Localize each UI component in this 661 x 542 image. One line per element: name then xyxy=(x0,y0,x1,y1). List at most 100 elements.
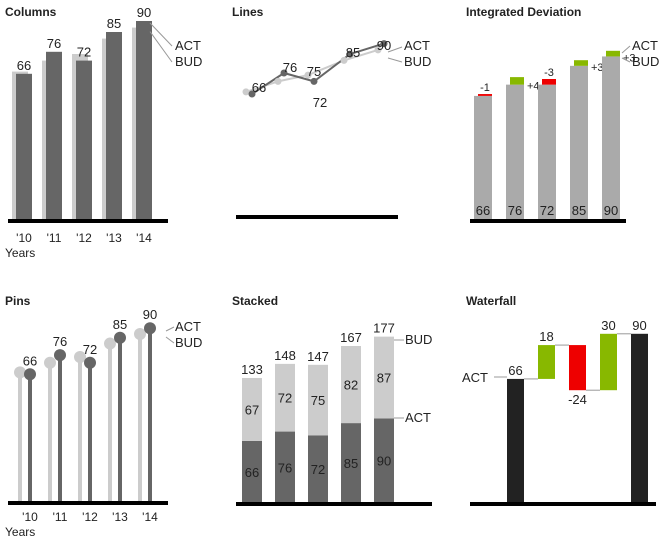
pins-legend-act: ACT xyxy=(175,319,201,334)
stacked-act-label: 90 xyxy=(377,454,391,469)
integrated-deviation-bar xyxy=(538,84,556,220)
pins-act-stem xyxy=(28,374,32,501)
stacked-act-label: 85 xyxy=(344,456,358,471)
columns-act-bar xyxy=(106,32,122,219)
stacked-act-segment xyxy=(308,435,328,503)
columns-tick-label: '12 xyxy=(76,231,92,245)
waterfall-title: Waterfall xyxy=(466,294,516,308)
columns-act-bar xyxy=(136,21,152,219)
pins-legend-leader xyxy=(165,326,175,332)
pins-bud-head xyxy=(74,351,86,363)
integrated-deviation-delta-label: -1 xyxy=(480,82,490,94)
stacked-bud-label: 82 xyxy=(344,378,358,393)
lines-value-label: 72 xyxy=(313,95,327,110)
pins-tick-label: '11 xyxy=(53,510,68,524)
stacked-total-label: 147 xyxy=(307,349,329,364)
stacked-act-label: 72 xyxy=(311,462,325,477)
columns-value-label: 72 xyxy=(77,45,91,60)
columns-legend-leader xyxy=(149,31,173,63)
stacked-bud-segment xyxy=(341,346,361,424)
columns-tick-label: '11 xyxy=(47,231,62,245)
pins-bud-head xyxy=(104,337,116,350)
pins-bud-stem xyxy=(78,357,82,501)
stacked-act-segment xyxy=(275,431,295,503)
stacked-bud-segment xyxy=(308,364,328,436)
lines-value-label: 90 xyxy=(377,38,391,53)
pins-act-head xyxy=(114,331,126,344)
lines-value-label: 85 xyxy=(346,45,360,60)
waterfall-bar xyxy=(538,345,555,379)
columns-value-label: 85 xyxy=(107,16,121,31)
waterfall-value-label: 90 xyxy=(632,318,646,333)
pins-x-axis-label: Years xyxy=(5,525,35,539)
pins-title: Pins xyxy=(5,294,31,308)
integrated-deviation-legend-bud: BUD xyxy=(632,54,659,69)
waterfall-value-label: 66 xyxy=(508,363,522,378)
integrated-deviation-delta-label: +3 xyxy=(623,52,636,64)
integrated-deviation-bar xyxy=(474,95,492,220)
pins-act-head xyxy=(54,349,66,362)
columns-tick-label: '10 xyxy=(16,231,32,245)
integrated-deviation-delta-bar xyxy=(542,79,556,85)
integrated-deviation-delta-label: +3 xyxy=(591,62,604,74)
stacked-total-label: 133 xyxy=(241,362,263,377)
integrated-deviation-value-label: 66 xyxy=(476,203,490,218)
integrated-deviation-bar xyxy=(570,65,588,220)
lines-baseline xyxy=(236,215,398,219)
integrated-deviation-bar xyxy=(506,84,524,220)
integrated-deviation-value-label: 90 xyxy=(604,203,618,218)
integrated-deviation-legend-act: ACT xyxy=(632,38,658,53)
lines-bud-point xyxy=(242,88,250,96)
columns-act-bar xyxy=(76,60,92,219)
stacked-legend-act: ACT xyxy=(405,410,431,425)
integrated-deviation-delta-label: -3 xyxy=(544,67,554,79)
pins-value-label: 66 xyxy=(23,353,37,368)
integrated-deviation-delta-bar xyxy=(510,77,524,85)
lines-bud-point xyxy=(274,77,282,85)
columns-tick-label: '14 xyxy=(136,231,152,245)
lines-legend-leader xyxy=(387,57,403,63)
columns-value-label: 76 xyxy=(47,36,61,51)
waterfall-value-label: 30 xyxy=(601,318,615,333)
pins-legend-bud: BUD xyxy=(175,335,202,350)
lines-bud-point xyxy=(340,56,348,64)
pins-value-label: 90 xyxy=(143,307,157,322)
stacked-bud-segment xyxy=(275,363,295,432)
columns-act-bar xyxy=(46,51,62,219)
stacked-bud-label: 75 xyxy=(311,393,325,408)
stacked-act-label: 66 xyxy=(245,465,259,480)
integrated-deviation-value-label: 72 xyxy=(540,203,554,218)
integrated-deviation-value-label: 85 xyxy=(572,203,586,218)
columns-legend-leader xyxy=(149,22,173,47)
pins-act-head xyxy=(84,356,96,369)
pins-bud-head xyxy=(134,327,146,340)
stacked-bud-label: 72 xyxy=(278,391,292,406)
stacked-total-label: 167 xyxy=(340,330,362,345)
stacked-act-label: 76 xyxy=(278,460,292,475)
pins-value-label: 76 xyxy=(53,334,67,349)
pins-act-head xyxy=(24,368,36,381)
lines-value-label: 66 xyxy=(252,80,266,95)
stacked-legend-bud: BUD xyxy=(405,332,432,347)
lines-value-label: 75 xyxy=(307,64,321,79)
pins-act-stem xyxy=(88,362,92,501)
integrated-deviation-title: Integrated Deviation xyxy=(466,5,581,19)
waterfall-bar xyxy=(631,333,648,503)
columns-legend-act: ACT xyxy=(175,38,201,53)
columns-tick-label: '13 xyxy=(106,231,122,245)
lines-act-point xyxy=(280,69,288,77)
integrated-deviation-value-label: 76 xyxy=(508,203,522,218)
pins-legend-leader xyxy=(165,336,175,344)
waterfall-baseline xyxy=(470,502,656,506)
columns-legend-bud: BUD xyxy=(175,54,202,69)
stacked-bud-segment xyxy=(374,336,394,419)
columns-baseline xyxy=(8,219,168,223)
stacked-bud-label: 87 xyxy=(377,371,391,386)
columns-value-label: 90 xyxy=(137,5,151,20)
columns-value-label: 66 xyxy=(17,58,31,73)
integrated-deviation-baseline xyxy=(470,219,626,223)
stacked-title: Stacked xyxy=(232,294,278,308)
pins-act-head xyxy=(144,322,156,335)
pins-bud-stem xyxy=(18,372,22,501)
